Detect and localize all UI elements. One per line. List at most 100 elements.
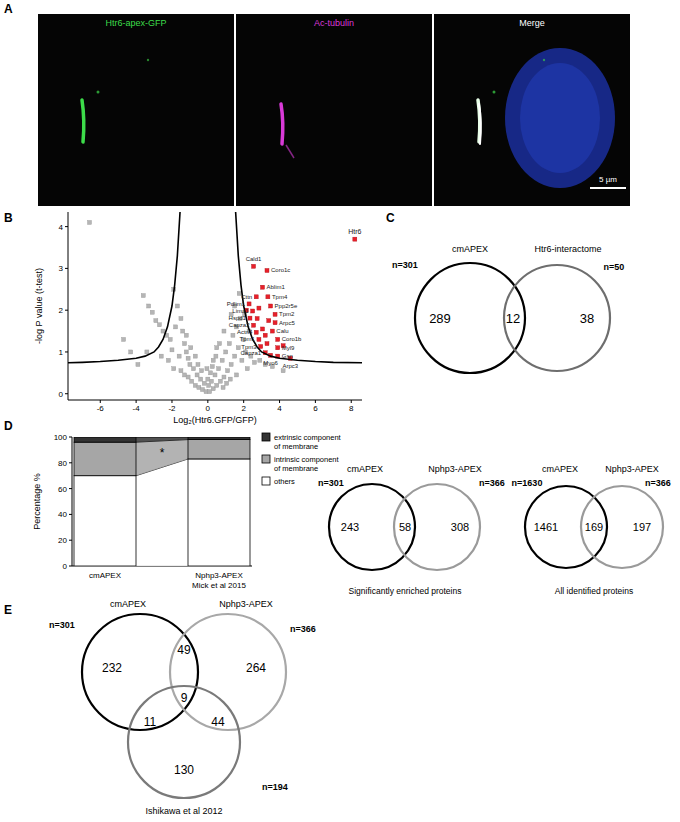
point	[220, 358, 224, 362]
point	[235, 373, 239, 377]
point-label: Cttn	[241, 294, 252, 300]
bar-segment	[74, 442, 136, 476]
point	[218, 379, 222, 383]
y-axis	[72, 437, 73, 566]
point	[188, 362, 192, 366]
point	[215, 346, 219, 350]
image-panel	[236, 14, 432, 206]
point	[206, 377, 210, 381]
point	[266, 295, 270, 299]
puncta	[493, 91, 496, 94]
point	[252, 323, 256, 327]
y-tick	[65, 310, 68, 311]
point	[353, 237, 357, 241]
point	[255, 317, 259, 321]
point	[175, 304, 179, 308]
y-axis-label: -log P value (t-test)	[34, 268, 44, 344]
x-tick-label: 8	[349, 404, 354, 413]
legend-swatch	[262, 477, 270, 485]
channel-label: Merge	[519, 18, 545, 28]
region-count: 38	[580, 311, 594, 326]
region-count: 49	[177, 643, 191, 657]
point	[196, 362, 200, 366]
region-count: 169	[585, 521, 603, 533]
point	[183, 342, 187, 346]
bar-segment	[74, 476, 136, 566]
category-label: Nphp3-APEXMick et al 2015	[192, 571, 246, 590]
point-label: Calu	[276, 328, 288, 334]
point	[191, 367, 195, 371]
annotation: *	[160, 446, 165, 460]
point	[273, 321, 277, 325]
point	[261, 327, 265, 331]
point	[240, 358, 244, 362]
y-tick	[69, 462, 72, 463]
point	[186, 375, 190, 379]
point	[252, 264, 256, 268]
point-label: Ablim1	[267, 284, 286, 290]
point-label: Tpm3	[241, 344, 257, 350]
channel-label: Htr6-apex-GFP	[105, 18, 166, 28]
y-tick-label: 100	[54, 433, 68, 442]
point	[154, 319, 158, 323]
bar-segment	[188, 440, 250, 459]
point	[157, 323, 161, 327]
legend-label-line: of membrane	[274, 464, 318, 473]
point	[177, 354, 181, 358]
point	[224, 350, 228, 354]
point-label: Pdlim1	[227, 301, 246, 307]
y-tick-label: 4	[59, 223, 64, 232]
point-label: Gsn	[282, 353, 293, 359]
y-tick-label: 60	[58, 485, 67, 494]
legend-label: extrinsic componentof membrane	[274, 433, 342, 451]
puncta	[543, 59, 545, 61]
set-name: cmAPEX	[452, 244, 488, 254]
point	[189, 346, 193, 350]
y-tick-label: 1	[59, 348, 64, 357]
legend-label: intrinsic componentof membrane	[274, 455, 340, 473]
image-panel	[434, 14, 630, 206]
region-count: 1461	[534, 521, 558, 533]
point	[210, 365, 214, 369]
point	[226, 369, 230, 373]
point	[172, 367, 176, 371]
threshold-curve	[68, 212, 180, 363]
set-size: n=301	[49, 620, 75, 630]
point-label: Htr6	[348, 228, 361, 235]
x-axis-label: Log₂(Htr6.GFP/GFP)	[173, 415, 257, 425]
point	[205, 367, 209, 371]
bar-segment	[188, 459, 250, 566]
y-tick-label: 40	[58, 510, 67, 519]
scale-bar-label: 5 µm	[599, 175, 617, 184]
y-axis-label: Percentage %	[32, 473, 42, 530]
nucleus-core	[520, 63, 600, 173]
point-label: Cald1	[246, 256, 262, 262]
figure: ABCDEHtr6-apex-GFPAc-tubulinMerge5 µm-6-…	[0, 0, 680, 822]
x-tick-label: 6	[313, 404, 318, 413]
panel-label: B	[4, 211, 13, 225]
region-count: 9	[181, 691, 188, 705]
point	[209, 371, 213, 375]
point-label: Capza2	[229, 322, 250, 328]
point	[222, 375, 226, 379]
venn-caption: Significantly enriched proteins	[349, 586, 462, 596]
point	[259, 345, 263, 349]
venn-circle	[329, 484, 415, 570]
point-label: Coro1b	[282, 336, 302, 342]
set-size: n=366	[645, 478, 671, 488]
point	[186, 356, 190, 360]
venn-circle	[504, 265, 610, 371]
point	[159, 354, 163, 358]
y-tick	[69, 514, 72, 515]
venn-circle	[82, 614, 198, 730]
point-label: Hspd1	[229, 315, 247, 321]
point	[179, 317, 183, 321]
point	[248, 316, 252, 320]
y-tick-label: 3	[59, 264, 64, 273]
point	[228, 377, 232, 381]
cilium	[281, 104, 283, 144]
y-tick	[65, 351, 68, 352]
set-name: Nphp3-APEX	[428, 464, 482, 474]
x-tick-label: -4	[133, 404, 141, 413]
point	[257, 337, 261, 341]
